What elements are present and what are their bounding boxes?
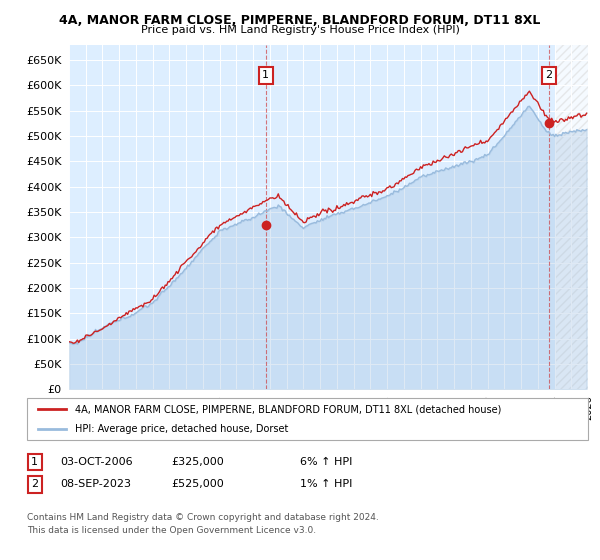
Text: This data is licensed under the Open Government Licence v3.0.: This data is licensed under the Open Gov…	[27, 526, 316, 535]
Text: £525,000: £525,000	[171, 479, 224, 489]
Text: 6% ↑ HPI: 6% ↑ HPI	[300, 457, 352, 467]
Text: 2: 2	[545, 70, 553, 80]
Text: 4A, MANOR FARM CLOSE, PIMPERNE, BLANDFORD FORUM, DT11 8XL (detached house): 4A, MANOR FARM CLOSE, PIMPERNE, BLANDFOR…	[74, 404, 501, 414]
Text: 1: 1	[31, 457, 38, 467]
Text: 4A, MANOR FARM CLOSE, PIMPERNE, BLANDFORD FORUM, DT11 8XL: 4A, MANOR FARM CLOSE, PIMPERNE, BLANDFOR…	[59, 14, 541, 27]
Text: 03-OCT-2006: 03-OCT-2006	[60, 457, 133, 467]
Text: Contains HM Land Registry data © Crown copyright and database right 2024.: Contains HM Land Registry data © Crown c…	[27, 514, 379, 522]
Text: 08-SEP-2023: 08-SEP-2023	[60, 479, 131, 489]
Text: HPI: Average price, detached house, Dorset: HPI: Average price, detached house, Dors…	[74, 424, 288, 434]
FancyBboxPatch shape	[27, 398, 588, 440]
Text: 1% ↑ HPI: 1% ↑ HPI	[300, 479, 352, 489]
Text: 1: 1	[262, 70, 269, 80]
Text: £325,000: £325,000	[171, 457, 224, 467]
Text: 2: 2	[31, 479, 38, 489]
Text: Price paid vs. HM Land Registry's House Price Index (HPI): Price paid vs. HM Land Registry's House …	[140, 25, 460, 35]
